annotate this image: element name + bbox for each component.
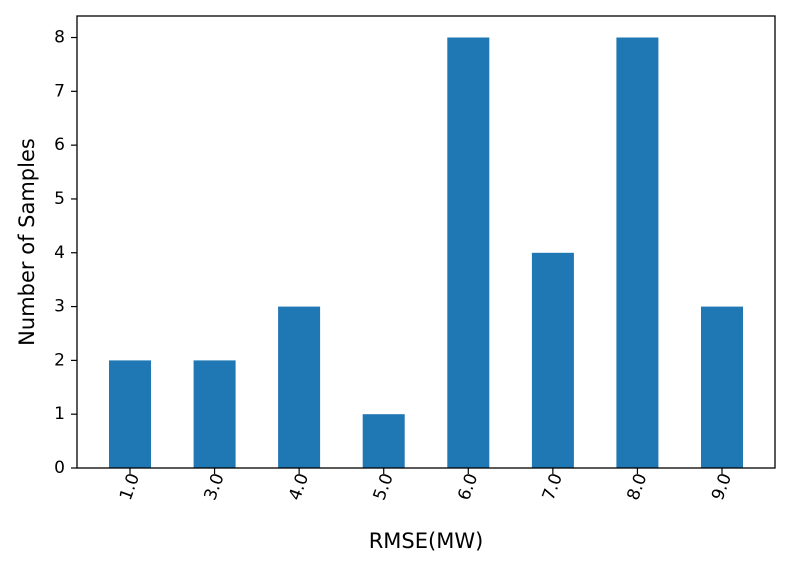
bar-9.0	[701, 306, 743, 468]
y-axis-ticks: 0 1 2 3 4 5 6 7 8	[54, 28, 77, 478]
x-tick-label: 9.0	[708, 471, 736, 503]
y-tick-label: 1	[54, 404, 65, 424]
bars-group	[109, 37, 743, 468]
x-tick-label: 7.0	[539, 471, 567, 503]
bar-5.0	[362, 414, 405, 468]
bar-4.0	[278, 306, 321, 468]
x-tick-label: 6.0	[454, 471, 482, 503]
bar-6.0	[447, 37, 490, 468]
x-axis-label: RMSE(MW)	[369, 529, 484, 553]
x-tick-label: 4.0	[285, 471, 313, 503]
y-tick-label: 2	[54, 350, 65, 370]
y-tick-label: 4	[54, 243, 65, 263]
bar-8.0	[616, 37, 659, 468]
bar-1.0	[109, 360, 151, 468]
y-tick-label: 8	[54, 28, 65, 48]
x-tick-label: 1.0	[116, 471, 144, 503]
x-tick-label: 5.0	[370, 471, 398, 503]
y-tick-label: 6	[54, 135, 65, 155]
x-axis-ticks: 1.0 3.0 4.0 5.0 6.0 7.0 8.0 9.0	[116, 468, 736, 503]
x-tick-label: 3.0	[201, 471, 229, 503]
plot-frame	[76, 15, 776, 469]
x-tick-label: 8.0	[623, 471, 651, 503]
y-tick-label: 0	[54, 458, 65, 478]
y-tick-label: 3	[54, 297, 65, 317]
y-tick-label: 5	[54, 189, 65, 209]
y-tick-label: 7	[54, 81, 65, 101]
bar-7.0	[531, 252, 574, 468]
y-axis-label: Number of Samples	[15, 138, 39, 346]
bar-3.0	[193, 360, 236, 468]
